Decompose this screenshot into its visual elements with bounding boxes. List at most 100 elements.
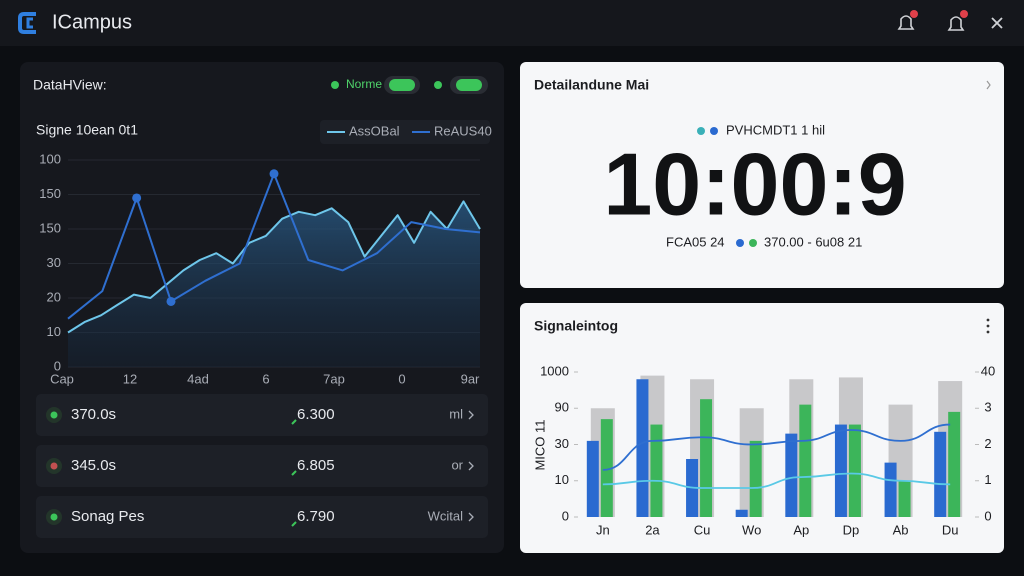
trend-tick [291, 470, 297, 476]
bar-chart: 0 10 30 90 1000 0 1 2 3 40 Jn 2a Cu Wo Ap Dp Ab Du [540, 363, 995, 537]
x-tick-label: Wo [742, 522, 761, 537]
row-chevron [468, 461, 474, 471]
panel-title: Detailandune Mai [534, 77, 649, 93]
y-tick-label: 100 [39, 151, 61, 166]
x-tick-label: 9ar [461, 371, 480, 386]
bar [735, 509, 748, 517]
x-tick-label: Ap [793, 522, 809, 537]
legend-label: PVHCMDT1 1 hil [726, 122, 825, 137]
line [67, 200, 481, 334]
row-chevron [468, 410, 474, 420]
alerts-button[interactable] [947, 10, 968, 31]
app-title: ICampus [52, 11, 132, 33]
row-link: ml [449, 406, 463, 421]
legend-dot [710, 127, 718, 135]
logo [18, 12, 36, 34]
y2-tick-label: 2 [984, 436, 991, 451]
bar [600, 419, 613, 517]
stat-list: 370.0s 6.300 ml 345.0s 6.805 or Sonag Pes 6.790… [36, 394, 488, 538]
trend-tick [291, 419, 297, 425]
x-tick-label: 6 [262, 371, 269, 386]
y-tick-label: 90 [555, 400, 569, 415]
bar [799, 404, 812, 517]
bar [749, 440, 762, 517]
x-tick-label: Dp [843, 522, 860, 537]
status-dot [331, 81, 339, 89]
row-link: or [451, 457, 463, 472]
x-tick-label: Jn [596, 522, 610, 537]
bar [948, 411, 961, 517]
x-tick-label: 0 [398, 371, 405, 386]
x-tick-label: Cap [50, 371, 74, 386]
x-tick-label: 7ap [323, 371, 345, 386]
legend-dot [749, 239, 757, 247]
y2-tick-label: 1 [984, 472, 991, 487]
bar [898, 480, 911, 517]
row-value: 6.790 [297, 508, 335, 525]
more-button[interactable] [986, 318, 990, 334]
row-icon-dot [50, 462, 58, 470]
y-tick-label: 10 [555, 472, 569, 487]
bar [650, 424, 663, 517]
status-dot [434, 81, 442, 89]
y2-tick-label: 0 [984, 508, 991, 523]
y-tick-label: 10 [47, 324, 61, 339]
line [602, 472, 951, 489]
panel-title: Signaleintog [534, 318, 618, 334]
y2-tick-label: 3 [984, 400, 991, 415]
legend-label: ReAUS40 [434, 123, 492, 138]
row-label: 370.0s [71, 406, 116, 423]
toggle-label: Norme [346, 77, 382, 91]
bar [700, 399, 713, 517]
clock-panel [520, 62, 1004, 288]
x-tick-label: Ab [893, 522, 909, 537]
point [166, 296, 176, 306]
note: 370.00 - 6u08 21 [764, 234, 862, 249]
note: FCA05 24 [666, 234, 725, 249]
row-label: 345.0s [71, 457, 116, 474]
row-chevron [468, 512, 474, 522]
clock-time: 10:00:9 [603, 134, 906, 233]
stat-row[interactable] [36, 496, 488, 538]
x-tick-label: 12 [123, 371, 137, 386]
notifications-button[interactable] [897, 10, 918, 30]
stat-row[interactable] [36, 394, 488, 436]
y-tick-label: 0 [562, 508, 569, 523]
y2-tick-label: 40 [981, 363, 995, 378]
legend-dot [736, 239, 744, 247]
x-tick-label: Du [942, 522, 959, 537]
header-bar [0, 0, 1024, 46]
row-icon-dot [50, 513, 58, 521]
y-axis-label: MICO 11 [532, 419, 547, 470]
stat-row[interactable] [36, 445, 488, 487]
row-label: Sonag Pes [71, 508, 144, 525]
y-tick-label: 20 [47, 289, 61, 304]
x-tick-label: 2a [645, 522, 660, 537]
y-tick-label: 30 [47, 255, 61, 270]
y-tick-label: 0 [54, 358, 61, 373]
legend [320, 120, 490, 144]
toggle-knob [456, 79, 482, 91]
y-tick-label: 1000 [540, 363, 569, 378]
row-value: 6.300 [297, 406, 335, 423]
area [68, 201, 480, 367]
logo-inner [26, 17, 33, 29]
point [132, 193, 142, 203]
close-button[interactable] [991, 17, 1003, 29]
toggle-knob [389, 79, 415, 91]
row-value: 6.805 [297, 457, 335, 474]
trend-tick [291, 521, 297, 527]
bar [636, 379, 649, 517]
bar [848, 424, 861, 517]
line [602, 423, 951, 471]
y-tick-label: 150 [39, 220, 61, 235]
legend-label: AssOBal [349, 123, 400, 138]
y-tick-label: 150 [39, 186, 61, 201]
chevron[interactable] [986, 80, 991, 90]
row-icon-dot [50, 411, 58, 419]
line-chart: 0 10 20 30 150 150 100 Cap 12 4ad 6 7ap 0 9ar AssOBal R… [39, 123, 492, 386]
bar [884, 462, 897, 517]
row-link: Wcital [428, 508, 464, 523]
x-tick-label: 4ad [187, 371, 209, 386]
